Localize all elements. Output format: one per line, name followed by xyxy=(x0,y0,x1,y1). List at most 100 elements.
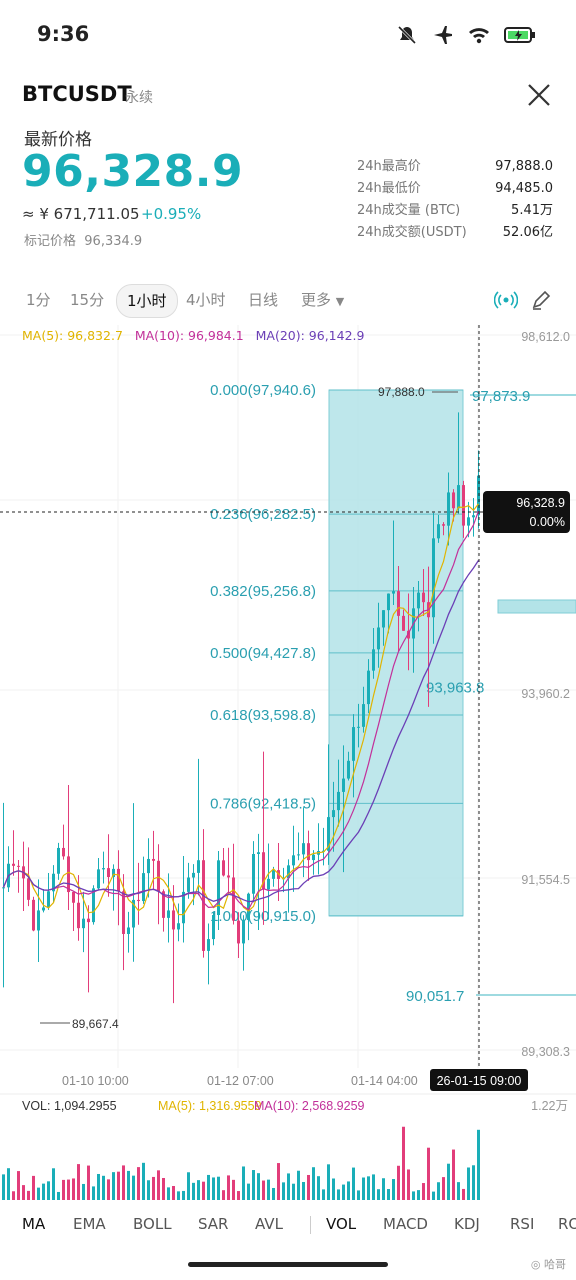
volume-bar xyxy=(407,1169,410,1200)
stat-value: 94,485.0 xyxy=(495,181,553,196)
tab-15m[interactable]: 15分 xyxy=(70,291,105,309)
tab-more[interactable]: 更多 ▼ xyxy=(301,284,344,316)
volume-bar xyxy=(147,1180,150,1200)
stat-label: 24h成交量 (BTC) xyxy=(357,203,461,218)
stat-row: 24h成交额(USDT) 52.06亿 xyxy=(357,222,553,244)
tab-vol[interactable]: VOL xyxy=(326,1215,357,1233)
volume-bar xyxy=(282,1182,285,1200)
candle-body xyxy=(327,817,330,851)
volume-bar xyxy=(212,1177,215,1200)
volume-bar xyxy=(312,1167,315,1200)
tab-1m[interactable]: 1分 xyxy=(26,291,51,309)
stat-row: 24h成交量 (BTC) 5.41万 xyxy=(357,200,553,222)
volume-bar xyxy=(232,1179,235,1200)
candle-body xyxy=(147,858,150,874)
tab-boll[interactable]: BOLL xyxy=(133,1215,172,1233)
candle-body xyxy=(407,630,410,639)
tab-avl[interactable]: AVL xyxy=(255,1215,283,1233)
watermark: ◎ 哈哥 xyxy=(530,1258,566,1271)
tab-macd[interactable]: MACD xyxy=(383,1215,428,1233)
candle-body xyxy=(292,855,295,866)
contract-type: 永续 xyxy=(125,90,153,106)
volume-bar xyxy=(432,1191,435,1200)
volume-bar xyxy=(57,1191,60,1200)
volume-bar xyxy=(152,1176,155,1200)
time-axis-label: 01-12 07:00 xyxy=(207,1074,274,1088)
tab-ema[interactable]: EMA xyxy=(73,1215,106,1233)
candle-body xyxy=(462,485,465,526)
tab-1h[interactable]: 1小时 xyxy=(116,284,178,318)
volume-bar xyxy=(122,1165,125,1200)
candle-body xyxy=(57,847,60,874)
level-label: 93,963.8 xyxy=(426,680,484,697)
tab-rsi[interactable]: RSI xyxy=(510,1215,535,1233)
candle-body xyxy=(332,810,335,818)
volume-bar xyxy=(377,1189,380,1200)
volume-bar xyxy=(302,1181,305,1200)
volume-bar xyxy=(7,1168,10,1200)
fib-level-label: 0.382(95,256.8) xyxy=(210,583,316,600)
volume-bar xyxy=(252,1170,255,1200)
tab-ro[interactable]: RO xyxy=(558,1215,576,1233)
volume-bar xyxy=(297,1170,300,1200)
volume-bar xyxy=(272,1187,275,1200)
candlestick-chart[interactable]: 0.000(97,940.6) 0.236(96,282.5) 0.382(95,2… xyxy=(0,322,576,1202)
candle-body xyxy=(302,843,305,855)
crosshair-time-tag xyxy=(430,1069,528,1091)
close-icon[interactable] xyxy=(526,82,552,108)
candle-body xyxy=(372,649,375,671)
volume-bar xyxy=(42,1183,45,1200)
live-signal-icon[interactable] xyxy=(494,290,518,310)
volume-bar xyxy=(277,1163,280,1200)
status-icons xyxy=(396,24,536,46)
volume-bar xyxy=(307,1174,310,1200)
candle-body xyxy=(377,627,380,650)
candle-body xyxy=(127,927,130,934)
volume-bar xyxy=(242,1166,245,1200)
high-marker-label: 97,888.0 xyxy=(378,385,425,399)
candle-body xyxy=(27,878,30,900)
tab-ma[interactable]: MA xyxy=(22,1215,46,1233)
candle-body xyxy=(257,852,260,854)
tab-sar[interactable]: SAR xyxy=(198,1215,229,1233)
fib-level-label: 0.236(96,282.5) xyxy=(210,506,316,523)
volume-value: VOL: 1,094.2955 xyxy=(22,1099,117,1113)
candle-body xyxy=(297,854,300,856)
candle-body xyxy=(467,517,470,526)
volume-bar xyxy=(112,1172,115,1200)
volume-bar xyxy=(172,1185,175,1200)
draw-pen-icon[interactable] xyxy=(530,289,552,311)
volume-bar xyxy=(157,1170,160,1200)
candle-body xyxy=(112,868,115,877)
candle-body xyxy=(92,888,95,923)
volume-bar xyxy=(357,1190,360,1200)
tab-kdj[interactable]: KDJ xyxy=(454,1215,480,1233)
candle-body xyxy=(367,670,370,705)
volume-bar xyxy=(332,1178,335,1200)
price-change: +0.95% xyxy=(141,205,202,223)
candle-body xyxy=(162,891,165,918)
tab-4h[interactable]: 4小时 xyxy=(186,291,226,309)
tab-daily[interactable]: 日线 xyxy=(248,291,279,309)
candle-body xyxy=(232,877,235,921)
volume-bar xyxy=(317,1176,320,1200)
candle-body xyxy=(452,492,455,509)
candle-body xyxy=(442,524,445,526)
candle-body xyxy=(132,899,135,928)
home-indicator[interactable] xyxy=(188,1262,388,1267)
candle-body xyxy=(272,870,275,879)
candle-body xyxy=(212,915,215,940)
symbol-title[interactable]: BTCUSDT xyxy=(22,82,132,106)
battery-charging-icon xyxy=(504,27,535,43)
candle-body xyxy=(97,869,100,889)
volume-bar xyxy=(442,1177,445,1200)
candle-body xyxy=(267,878,270,890)
airplane-icon xyxy=(434,26,452,44)
level-band xyxy=(497,599,576,614)
volume-axis-max: 1.22万 xyxy=(531,1099,568,1113)
volume-bar xyxy=(67,1179,70,1200)
tab-more-label: 更多 xyxy=(301,291,332,309)
volume-bar xyxy=(342,1184,345,1200)
low-marker-label: 89,667.4 xyxy=(72,1017,119,1031)
level-label: 90,051.7 xyxy=(406,988,464,1005)
